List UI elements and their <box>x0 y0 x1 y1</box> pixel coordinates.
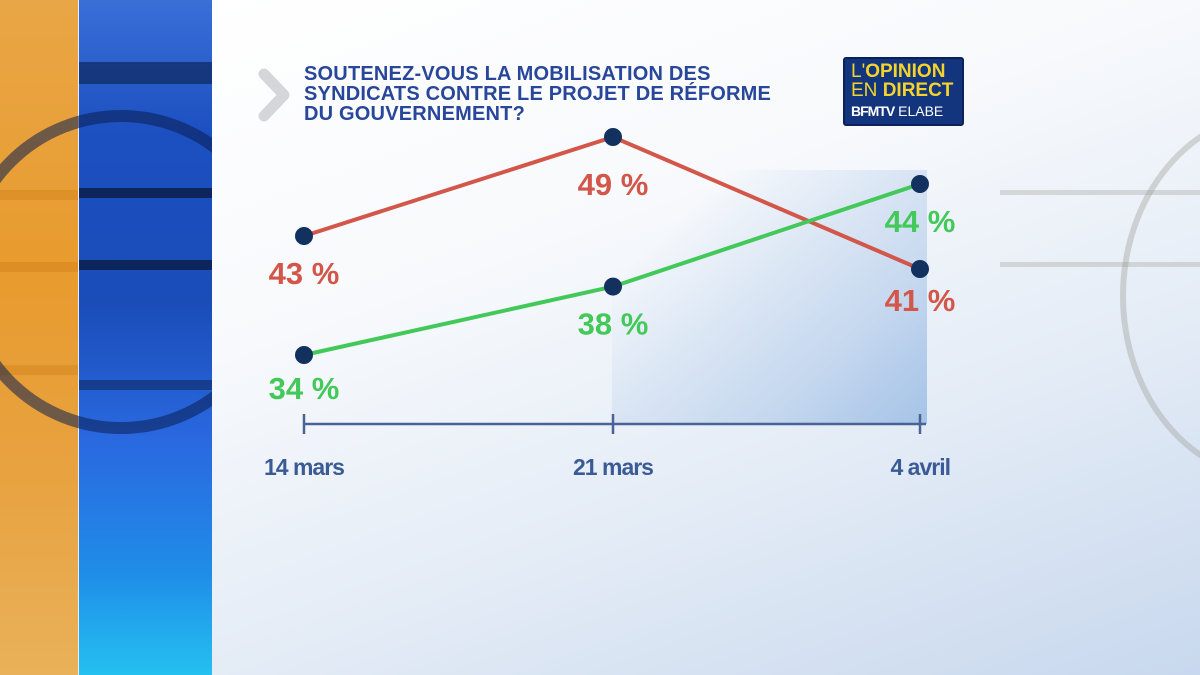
data-point-marker <box>911 260 929 278</box>
data-point-marker <box>911 175 929 193</box>
data-label: 38 % <box>578 307 649 342</box>
data-point-marker <box>604 277 622 296</box>
title-line: DU GOUVERNEMENT? <box>304 103 525 125</box>
opinion-en-direct-logo: L'OPINION EN DIRECT BFMTV ELABE <box>843 57 964 126</box>
chart-shading <box>612 170 927 424</box>
title-line: SYNDICATS CONTRE LE PROJET DE RÉFORME <box>304 83 772 105</box>
data-label: 49 % <box>578 167 649 202</box>
x-tick-label: 21 mars <box>573 454 653 480</box>
x-tick-label: 4 avril <box>891 454 951 480</box>
chevron-right-icon <box>258 68 290 122</box>
data-point-marker <box>604 128 622 146</box>
logo-text: OPINION <box>865 61 946 82</box>
logo-text: BFMTV <box>851 103 895 119</box>
data-label: 41 % <box>885 283 956 318</box>
data-point-marker <box>295 346 313 364</box>
series-line-red <box>303 135 921 271</box>
logo-text: L' <box>851 61 866 82</box>
data-label: 44 % <box>885 204 956 239</box>
logo-text: DIRECT <box>882 80 954 101</box>
background-line <box>1000 262 1200 267</box>
background-decoration <box>1000 0 1200 675</box>
x-tick-label: 14 mars <box>264 454 344 480</box>
data-label: 34 % <box>269 371 340 406</box>
chart-title: SOUTENEZ-VOUS LA MOBILISATION DES SYNDIC… <box>304 64 834 124</box>
title-line: SOUTENEZ-VOUS LA MOBILISATION DES <box>304 63 711 85</box>
background-line <box>1000 190 1200 195</box>
logo-text: ELABE <box>894 103 944 119</box>
data-label: 43 % <box>269 256 340 291</box>
background-bar <box>79 62 212 84</box>
logo-text: EN <box>851 80 883 101</box>
data-point-marker <box>295 227 313 245</box>
